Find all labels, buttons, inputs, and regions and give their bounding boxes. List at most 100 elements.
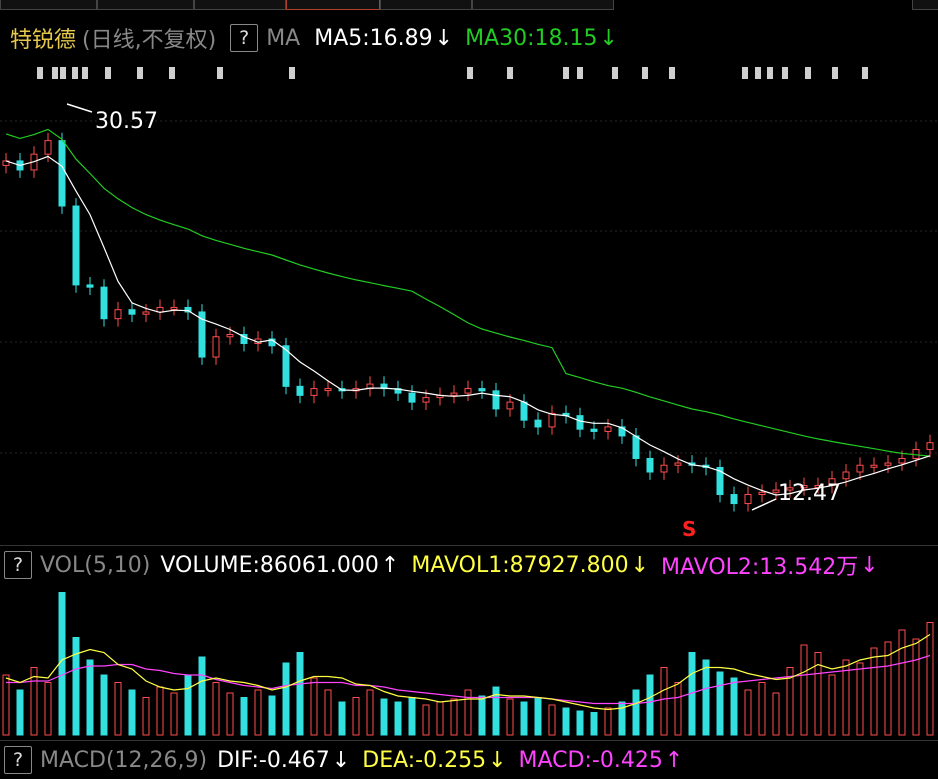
volume-bar — [912, 638, 920, 736]
candle-down — [72, 205, 80, 286]
mavol2-line — [6, 654, 931, 705]
vol-label: VOL(5,10) — [40, 552, 151, 578]
candle-up — [324, 388, 332, 392]
volume-bars — [2, 592, 934, 736]
volume-bar — [338, 701, 346, 736]
volume-bar — [198, 656, 206, 736]
event-marker-icon — [642, 67, 648, 79]
ma5-line — [5, 155, 931, 496]
period-tab[interactable] — [194, 0, 286, 10]
candle-down — [198, 311, 206, 358]
volume-bar — [702, 659, 710, 736]
candle-down — [240, 334, 248, 345]
candle-down — [282, 345, 290, 387]
candle-up — [758, 491, 766, 496]
volume-bar — [898, 629, 906, 736]
main-gridlines — [0, 120, 938, 454]
volume-bar — [772, 692, 780, 736]
volume-bar — [394, 701, 402, 736]
volume-bar — [884, 641, 892, 736]
vol-bottom-border — [0, 740, 938, 741]
volume-bar — [422, 704, 430, 736]
event-marker-icon — [137, 67, 143, 79]
candle-up — [870, 464, 878, 468]
volume-bar — [492, 686, 500, 736]
event-marker-icon — [507, 67, 513, 79]
main-help-button[interactable]: ? — [230, 24, 259, 52]
chart-mode: (日线,不复权) — [82, 28, 217, 53]
candle-down — [478, 388, 486, 392]
volume-bar — [142, 697, 150, 736]
volume-bar — [786, 667, 794, 736]
macd-value: MACD:-0.425 — [518, 747, 663, 773]
candle-down — [730, 494, 738, 505]
volume-bar — [660, 667, 668, 736]
candle-down — [646, 457, 654, 473]
volume-bar — [562, 707, 570, 736]
period-tab[interactable] — [380, 0, 472, 10]
vol-legend: ? VOL(5,10) VOLUME:86061.000 ↑ MAVOL1:87… — [0, 548, 889, 582]
volume-bar — [100, 674, 108, 736]
candle-up — [856, 464, 864, 473]
candle-up — [310, 388, 318, 396]
candle-down — [520, 401, 528, 421]
candle-up — [674, 462, 682, 466]
period-tab-active[interactable] — [286, 0, 380, 10]
event-marker-icon — [52, 67, 58, 79]
candle-down — [100, 286, 108, 320]
volume-bar — [814, 652, 822, 736]
event-marker-icon — [169, 67, 175, 79]
low-pointer-icon — [751, 498, 777, 511]
period-tab[interactable] — [472, 0, 614, 10]
volume-bar — [842, 659, 850, 736]
volume-bar — [156, 686, 164, 736]
candle-down — [590, 428, 598, 432]
candle-down — [576, 415, 584, 430]
candle-up — [814, 485, 822, 489]
period-tab[interactable] — [0, 0, 97, 10]
volume-bar — [282, 662, 290, 736]
volume-bar — [590, 712, 598, 736]
mavol1-line — [5, 633, 931, 711]
high-price-label: 30.57 — [95, 109, 158, 134]
volume-bar — [268, 695, 276, 736]
event-marker-icon — [72, 67, 78, 79]
ma5-arrow-icon: ↓ — [434, 25, 454, 51]
candle-down — [408, 392, 416, 403]
vol-help-button[interactable]: ? — [4, 551, 32, 579]
event-marker-icon — [289, 67, 295, 79]
volume-chart[interactable] — [0, 580, 938, 738]
mavol1-value: MAVOL1:87927.800 — [411, 552, 629, 578]
volume-bar — [310, 677, 318, 736]
candle-down — [86, 284, 94, 288]
candle-down — [184, 306, 192, 313]
macd-help-button[interactable]: ? — [4, 746, 32, 774]
volume-bar — [58, 592, 66, 736]
candlestick-chart[interactable]: 30.57 12.47 S — [0, 0, 938, 545]
candle-up — [926, 442, 934, 450]
candle-up — [464, 388, 472, 394]
period-tab[interactable] — [97, 0, 194, 10]
volume-bar — [618, 701, 626, 736]
volume-value: VOLUME:86061.000 — [160, 552, 379, 578]
event-marker-icon — [832, 67, 838, 79]
volume-bar — [856, 662, 864, 736]
volume-bar — [828, 674, 836, 736]
macd-legend: ? MACD(12,26,9) DIF:-0.467 ↓ DEA:-0.255 … — [0, 743, 693, 777]
candle-up — [450, 392, 458, 396]
volume-bar — [506, 698, 514, 736]
candle-up — [912, 448, 920, 459]
candle-up — [114, 309, 122, 320]
period-tab[interactable] — [912, 0, 938, 10]
candle-down — [296, 385, 304, 396]
volume-bar — [44, 682, 52, 736]
mavol2-value: MAVOL2:13.542万 — [661, 555, 859, 580]
dea-arrow-icon: ↓ — [488, 747, 507, 773]
dif-value: DIF:-0.467 — [217, 747, 330, 773]
period-tabbar — [0, 0, 938, 10]
candle-up — [660, 464, 668, 473]
volume-bar — [674, 682, 682, 736]
candle-up — [772, 489, 780, 493]
volume-bar — [240, 697, 248, 736]
candle-up — [898, 457, 906, 464]
